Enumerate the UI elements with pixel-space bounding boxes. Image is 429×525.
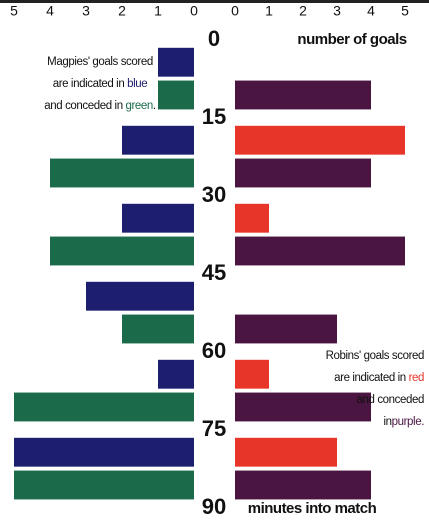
y-tick-label: 30	[202, 182, 226, 207]
bar	[50, 158, 194, 188]
bar	[235, 470, 371, 500]
x-tick-label: 3	[82, 3, 90, 19]
bar	[235, 359, 269, 389]
annotation-segment: Robins' goals scored	[326, 350, 424, 362]
bar	[50, 236, 194, 266]
annotation-segment: green	[125, 100, 152, 112]
x-tick-label: 2	[118, 3, 126, 19]
bar	[86, 281, 194, 311]
top-border	[0, 0, 429, 3]
bar	[235, 236, 405, 266]
annotation-segment: are indicated in	[334, 372, 408, 384]
x-tick-label: 2	[299, 3, 307, 19]
bar	[235, 392, 371, 422]
bar	[235, 437, 337, 467]
x-tick-label: 1	[154, 3, 162, 19]
annotation-segment: in	[383, 416, 391, 428]
bar	[235, 158, 371, 188]
y-tick-label: 45	[202, 260, 226, 285]
bar	[158, 359, 194, 389]
annotation: Magpies' goals scored	[47, 56, 153, 68]
bar	[14, 470, 194, 500]
annotation: are indicated in red	[334, 372, 424, 384]
x-tick-label: 5	[10, 3, 18, 19]
bar	[122, 203, 194, 233]
bar	[14, 437, 194, 467]
annotation-segment: .	[153, 100, 156, 112]
x-tick-label: 0	[190, 3, 198, 19]
y-axis-label: minutes into match	[248, 500, 377, 517]
y-tick-label: 60	[202, 338, 226, 363]
annotation-segment: red	[409, 372, 424, 384]
annotation-segment: and conceded in	[44, 100, 125, 112]
x-tick-label: 5	[401, 3, 409, 19]
bar	[122, 125, 194, 155]
annotation: and conceded	[357, 394, 424, 406]
bar	[122, 314, 194, 344]
annotation-segment: purple.	[392, 416, 425, 428]
annotation: Robins' goals scored	[326, 350, 424, 362]
annotation-segment: are indicated in	[53, 78, 127, 90]
annotation-segment: Magpies' goals scored	[47, 56, 153, 68]
x-tick-label: 0	[231, 3, 239, 19]
bar	[235, 125, 405, 155]
x-tick-label: 4	[46, 3, 54, 19]
annotation: are indicated in blue	[53, 78, 148, 90]
y-tick-label: 90	[202, 494, 226, 519]
bar	[235, 80, 371, 110]
y-tick-label: 15	[202, 104, 226, 129]
bar	[14, 392, 194, 422]
y-tick-label: 0	[208, 26, 220, 51]
annotation-segment: blue	[127, 78, 147, 90]
bar	[158, 80, 194, 110]
annotation: and conceded in green.	[44, 100, 156, 112]
bar	[235, 203, 269, 233]
bar	[235, 314, 337, 344]
x-tick-label: 1	[265, 3, 273, 19]
x-tick-label: 3	[333, 3, 341, 19]
x-tick-label: 4	[367, 3, 375, 19]
y-tick-label: 75	[202, 416, 226, 441]
x-axis-label: number of goals	[297, 31, 406, 48]
annotation: inpurple.	[383, 416, 424, 428]
annotation-segment: and conceded	[357, 394, 424, 406]
bar	[158, 47, 194, 77]
